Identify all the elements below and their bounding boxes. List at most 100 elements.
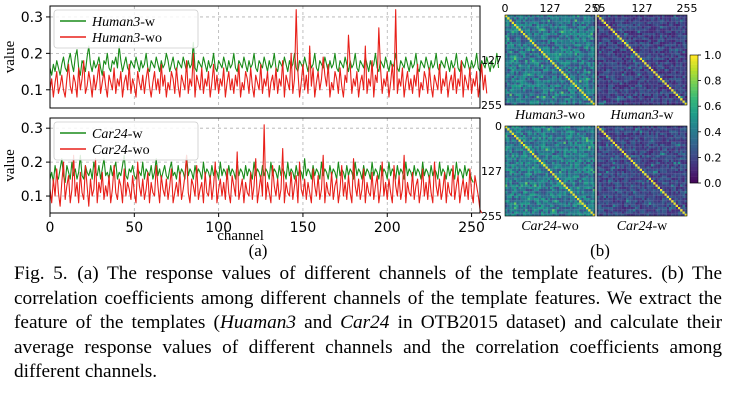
heatmap-cell xyxy=(552,150,555,154)
heatmap-cell xyxy=(538,195,542,199)
heatmap-cell xyxy=(509,93,512,97)
heatmap-frame xyxy=(596,14,688,106)
heatmap-cell xyxy=(532,157,535,160)
heatmap-cell xyxy=(680,21,683,25)
heatmap-cell xyxy=(550,19,553,22)
heatmap-cell xyxy=(570,60,573,63)
heatmap-cell xyxy=(520,186,524,190)
heatmap-cell xyxy=(527,89,530,92)
heatmap-cell xyxy=(610,26,613,29)
heatmap-cell xyxy=(664,75,667,79)
heatmap-cell xyxy=(684,44,688,47)
heatmap-cell xyxy=(581,204,584,208)
heatmap-cell xyxy=(568,184,571,187)
heatmap-cell xyxy=(550,148,553,151)
heatmap-cell xyxy=(541,211,544,214)
heatmap-cell xyxy=(577,78,580,81)
heatmap-cell xyxy=(590,139,593,142)
heatmap-cell xyxy=(666,28,670,31)
heatmap-cell xyxy=(523,30,526,34)
heatmap-cell xyxy=(532,60,535,63)
heatmap-cell xyxy=(588,66,591,70)
heatmap-cell xyxy=(556,180,560,183)
heatmap-cell xyxy=(646,42,649,45)
heatmap-cell xyxy=(630,98,634,101)
heatmap-cell xyxy=(664,35,667,38)
heatmap-cell xyxy=(541,30,544,34)
heatmap-cell xyxy=(592,126,596,129)
heatmap-cell xyxy=(599,19,602,22)
heatmap-cell xyxy=(579,78,582,81)
heatmap-cell xyxy=(586,15,589,18)
heatmap-cell xyxy=(588,64,591,67)
heatmap-cell xyxy=(583,78,587,81)
heatmap-cell xyxy=(552,137,555,140)
heatmap-cell xyxy=(621,46,625,49)
heatmap-cell xyxy=(644,51,647,54)
heatmap-cell xyxy=(572,24,575,27)
heatmap-cell xyxy=(518,19,521,22)
heatmap-cell xyxy=(568,44,571,47)
heatmap-cell xyxy=(527,162,530,165)
heatmap-cell xyxy=(657,130,661,133)
heatmap-cell xyxy=(630,51,634,54)
heatmap-cell xyxy=(534,53,537,56)
heatmap-cell xyxy=(635,30,638,34)
heatmap-cell xyxy=(599,93,602,97)
heatmap-cell xyxy=(655,37,658,40)
heatmap-cell xyxy=(592,91,596,94)
heatmap-cell xyxy=(507,39,510,43)
heatmap-cell xyxy=(559,177,562,181)
heatmap-cell xyxy=(671,71,674,74)
heatmap-cell xyxy=(579,57,582,61)
heatmap-cell xyxy=(588,173,591,176)
heatmap-cell xyxy=(529,128,533,131)
heatmap-cell xyxy=(579,126,582,129)
heatmap-cell xyxy=(639,21,643,25)
heatmap-cell xyxy=(646,60,649,63)
heatmap-cell xyxy=(662,46,665,49)
heatmap-cell xyxy=(541,137,544,140)
heatmap-cell xyxy=(536,37,539,40)
heatmap-cell xyxy=(590,93,593,97)
heatmap-cell xyxy=(563,186,566,190)
heatmap-cell xyxy=(527,159,530,163)
heatmap-cell xyxy=(646,80,649,83)
heatmap-cell xyxy=(505,168,508,172)
heatmap-cell xyxy=(550,78,553,81)
heatmap-cell xyxy=(648,28,652,31)
heatmap-cell xyxy=(536,184,539,187)
heatmap-cell xyxy=(511,89,515,92)
heatmap-cell xyxy=(608,26,611,29)
heatmap-cell xyxy=(545,42,548,45)
heatmap-cell xyxy=(543,211,546,214)
heatmap-cell xyxy=(534,182,537,185)
heatmap-cell xyxy=(507,157,510,160)
heatmap-cell xyxy=(556,130,560,133)
heatmap-cell xyxy=(570,53,573,56)
series-line-human3-wo xyxy=(49,9,488,98)
heatmap-cell xyxy=(675,100,679,103)
heatmap-cell xyxy=(660,102,663,106)
heatmap-cell xyxy=(556,137,560,140)
heatmap-cell xyxy=(511,62,515,65)
heatmap-cell xyxy=(514,35,517,38)
heatmap-cell xyxy=(637,91,640,94)
heatmap-cell xyxy=(518,93,521,97)
heatmap-cell xyxy=(657,66,661,70)
heatmap-cell xyxy=(552,132,555,136)
heatmap-cell xyxy=(621,60,625,63)
heatmap-cell xyxy=(635,80,638,83)
heatmap-cell xyxy=(525,102,528,106)
heatmap-cell xyxy=(592,130,596,133)
heatmap-cell xyxy=(543,60,546,63)
heatmap-cell xyxy=(507,137,510,140)
heatmap-cell xyxy=(610,51,613,54)
heatmap-cell xyxy=(541,93,544,97)
heatmap-cell xyxy=(581,195,584,199)
heatmap-cell xyxy=(662,37,665,40)
heatmap-cell xyxy=(550,53,553,56)
heatmap-cell xyxy=(669,19,672,22)
heatmap-cell xyxy=(527,30,530,34)
heatmap-cell xyxy=(547,173,551,176)
